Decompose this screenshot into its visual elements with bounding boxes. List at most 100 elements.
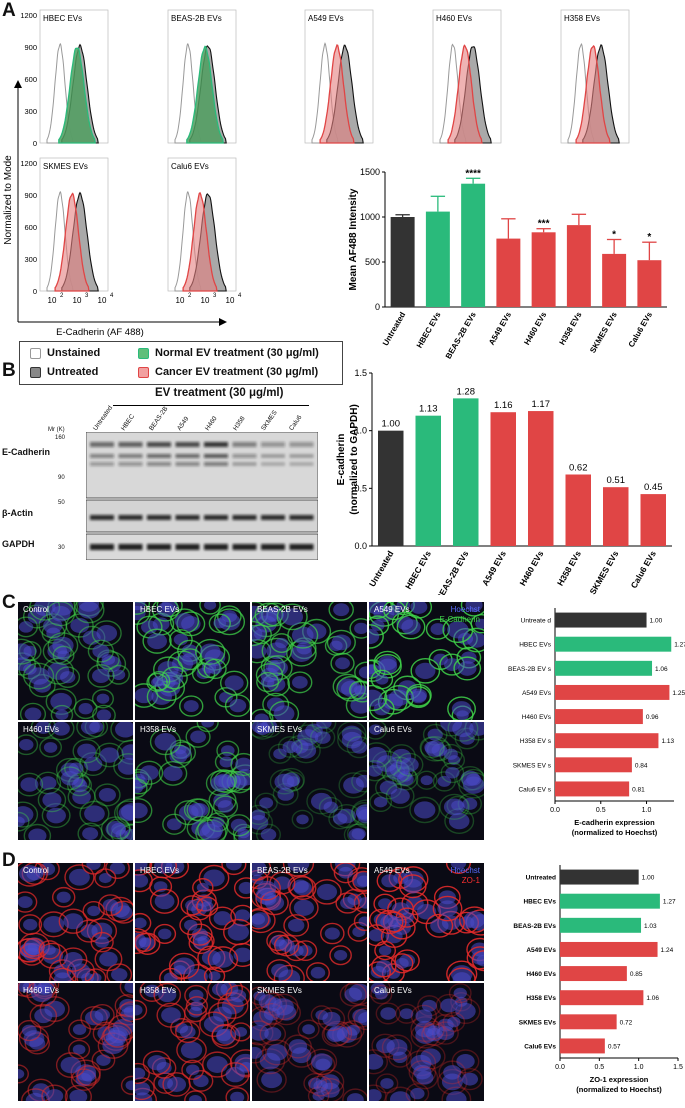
membrane <box>106 818 131 840</box>
nucleus <box>154 893 175 910</box>
nucleus <box>403 878 422 894</box>
nucleus <box>68 868 90 886</box>
membrane <box>39 737 62 758</box>
membrane <box>432 895 463 922</box>
nucleus <box>389 1091 411 1101</box>
nucleus <box>21 1024 37 1037</box>
microscopy-grid-c: Control HBEC EVs BEAS-2B EVs A549 EVs Hoechs… <box>18 602 486 842</box>
membrane <box>18 891 38 913</box>
bar <box>640 494 666 546</box>
nucleus <box>191 928 208 942</box>
x-tick-label: 0.5 <box>596 807 606 814</box>
nucleus <box>183 700 199 713</box>
membrane <box>289 876 317 900</box>
blot-band <box>90 515 114 520</box>
nucleus <box>115 722 133 738</box>
nucleus <box>386 1039 408 1056</box>
membrane <box>192 878 214 898</box>
nucleus <box>173 633 189 646</box>
membrane <box>471 950 484 972</box>
nucleus <box>443 748 458 760</box>
blot-band <box>232 515 257 520</box>
nucleus <box>213 618 227 629</box>
membrane <box>75 919 103 943</box>
nucleus <box>388 689 410 707</box>
membrane <box>410 658 441 684</box>
nucleus <box>400 912 414 924</box>
membrane <box>440 762 465 784</box>
microscopy-label: SKMES EVs <box>257 725 302 734</box>
blot-band <box>90 462 114 466</box>
nucleus <box>43 617 63 634</box>
nucleus <box>225 1066 245 1083</box>
microscopy-image: SKMES EVs <box>252 722 367 840</box>
membrane <box>51 886 76 908</box>
nucleus <box>211 983 228 996</box>
membrane <box>230 1022 250 1042</box>
blot-band <box>147 442 171 447</box>
bar-value-label: 1.13 <box>661 738 674 745</box>
membrane <box>156 1002 186 1028</box>
histogram-ytick: 600 <box>24 223 37 232</box>
nucleus <box>316 722 332 730</box>
nucleus <box>324 927 340 940</box>
nucleus <box>369 746 388 764</box>
nucleus <box>153 863 173 874</box>
membrane <box>312 879 342 905</box>
blot-band <box>204 454 228 458</box>
category-label: Untreated <box>381 310 408 347</box>
nucleus <box>287 863 310 873</box>
nucleus <box>217 800 234 813</box>
stain-legend-hoechst: Hoechst <box>450 866 480 875</box>
nucleus <box>446 1091 467 1101</box>
nucleus <box>291 626 314 644</box>
membrane <box>287 671 313 694</box>
nucleus <box>99 951 118 967</box>
category-label: A549 EVs <box>522 690 552 697</box>
nucleus <box>351 740 367 754</box>
membrane <box>37 787 67 813</box>
membrane <box>195 819 227 840</box>
bar-value-label: 1.03 <box>644 923 657 930</box>
membrane <box>317 1007 346 1032</box>
microscopy-image: Control <box>18 602 133 720</box>
membrane <box>153 923 177 944</box>
blot-band <box>232 454 257 458</box>
membrane <box>256 823 281 840</box>
membrane <box>369 624 384 649</box>
blot-band <box>289 462 314 466</box>
membrane <box>202 1051 233 1078</box>
histogram-title: BEAS-2B EVs <box>171 14 222 23</box>
membrane <box>162 1072 191 1097</box>
nucleus <box>369 689 383 707</box>
microscopy-cells <box>135 722 250 840</box>
nucleus <box>275 637 289 649</box>
membrane <box>266 959 293 981</box>
nucleus <box>87 905 101 917</box>
bar <box>560 893 660 909</box>
nucleus <box>25 1092 46 1101</box>
membrane <box>177 648 203 671</box>
nucleus <box>400 757 419 772</box>
nucleus <box>92 668 110 684</box>
histogram-xtick: 10 <box>98 296 107 305</box>
membrane <box>466 946 484 970</box>
membrane <box>306 1048 338 1075</box>
membrane <box>77 822 103 840</box>
blot-band <box>204 462 228 466</box>
nucleus <box>161 1007 181 1024</box>
membrane <box>119 983 133 998</box>
bar <box>531 232 556 307</box>
membrane <box>442 1012 466 1032</box>
nucleus <box>373 796 388 808</box>
category-label: H460 EVs <box>522 310 548 347</box>
nucleus <box>369 724 383 735</box>
membrane <box>98 894 123 917</box>
nucleus <box>387 604 402 616</box>
nucleus <box>358 916 367 927</box>
nucleus <box>191 803 209 817</box>
histogram-ytick: 1200 <box>20 159 37 168</box>
nucleus <box>144 984 160 998</box>
stain-legend-marker: ZO-1 <box>461 876 480 885</box>
